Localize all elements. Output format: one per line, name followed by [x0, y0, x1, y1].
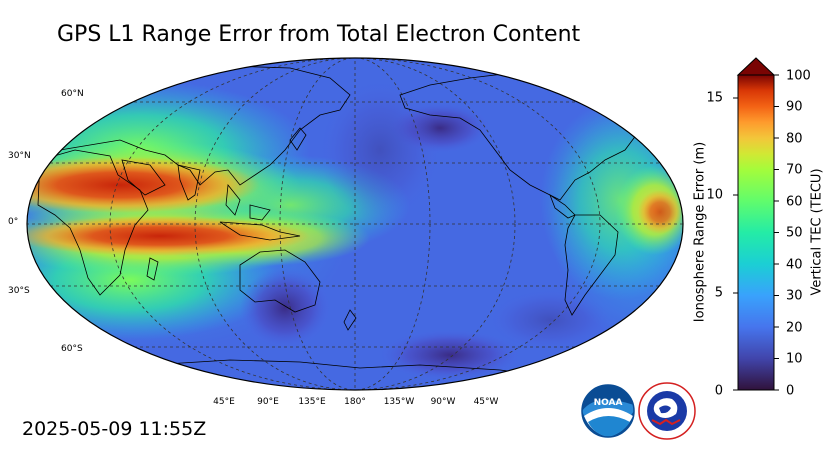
lat-label-60s: 60°S — [61, 344, 83, 354]
colorbar-extend-arrow — [736, 57, 776, 76]
globe-outline — [26, 57, 684, 391]
tec-field — [27, 58, 683, 390]
lat-label-60n: 60°N — [61, 89, 84, 99]
cb-tick-m-0: 0 — [714, 383, 723, 399]
lon-label-45e: 45°E — [213, 397, 235, 407]
lat-label-equator: 0° — [8, 217, 19, 227]
cb-tick-tecu-0: 0 — [786, 383, 795, 399]
lon-label-135w: 135°W — [383, 397, 415, 407]
lon-label-180: 180° — [344, 397, 366, 407]
lon-label-90w: 90°W — [430, 397, 456, 407]
cb-tick-m-10: 10 — [706, 187, 723, 203]
colorbar — [733, 57, 779, 391]
lat-label-30n: 30°N — [8, 151, 31, 161]
cb-tick-m-5: 5 — [714, 285, 723, 301]
timestamp: 2025-05-09 11:55Z — [22, 418, 207, 440]
cb-tick-tecu-30: 30 — [786, 288, 803, 304]
lon-label-90e: 90°E — [257, 397, 279, 407]
cb-tick-tecu-20: 20 — [786, 320, 803, 336]
colorbar-right-label: Vertical TEC (TECU) — [809, 168, 825, 296]
colorbar-left-label: Ionosphere Range Error (m) — [692, 141, 708, 323]
noaa-logo-text: NOAA — [594, 398, 623, 408]
cb-tick-tecu-90: 90 — [786, 99, 803, 115]
map-title: GPS L1 Range Error from Total Electron C… — [57, 22, 581, 47]
cb-tick-m-15: 15 — [706, 90, 723, 106]
cb-tick-tecu-40: 40 — [786, 257, 803, 273]
cb-tick-tecu-100: 100 — [786, 68, 811, 84]
colorbar-fill — [737, 74, 775, 391]
cb-tick-tecu-10: 10 — [786, 351, 803, 367]
cb-tick-tecu-80: 80 — [786, 131, 803, 147]
noaa-logo — [581, 384, 635, 438]
cb-tick-tecu-60: 60 — [786, 194, 803, 210]
nws-logo — [638, 382, 696, 440]
cb-tick-tecu-70: 70 — [786, 162, 803, 178]
lat-label-30s: 30°S — [8, 286, 30, 296]
lon-label-135e: 135°E — [298, 397, 326, 407]
lon-label-45w: 45°W — [473, 397, 499, 407]
cb-tick-tecu-50: 50 — [786, 225, 803, 241]
